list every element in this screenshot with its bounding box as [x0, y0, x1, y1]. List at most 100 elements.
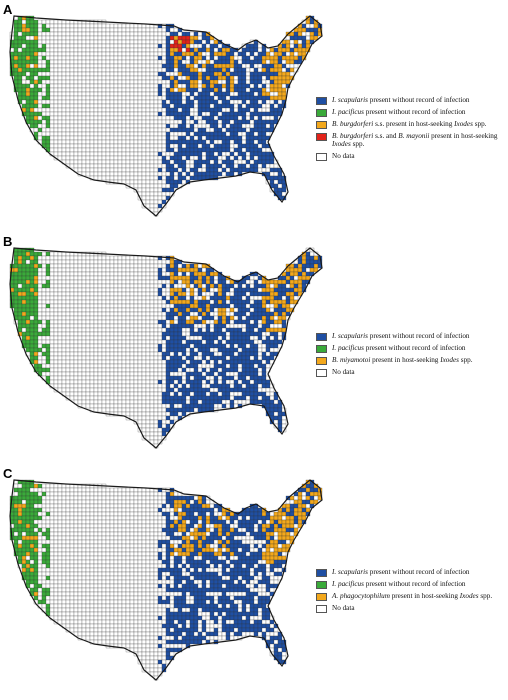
county-cell: [65, 283, 71, 289]
county-cell: [17, 323, 23, 329]
county-cell: [245, 291, 251, 297]
county-cell: [153, 167, 159, 173]
county-cell: [161, 351, 167, 357]
county-cell: [229, 343, 235, 349]
county-cell: [21, 295, 27, 301]
county-cell: [141, 427, 147, 433]
county-cell: [257, 135, 263, 141]
county-cell: [49, 63, 55, 69]
county-cell: [233, 111, 239, 117]
county-cell: [161, 291, 167, 297]
county-cell: [205, 403, 211, 409]
county-cell: [57, 327, 63, 333]
county-cell: [117, 39, 123, 45]
county-cell: [189, 163, 195, 169]
county-cell: [185, 391, 191, 397]
county-cell: [261, 399, 267, 405]
county-cell: [205, 87, 211, 93]
county-cell: [157, 363, 163, 369]
county-cell: [245, 79, 251, 85]
county-cell: [261, 55, 267, 61]
county-cell: [185, 147, 191, 153]
county-cell: [241, 131, 247, 137]
county-cell: [157, 51, 163, 57]
county-cell: [73, 131, 79, 137]
county-cell: [53, 43, 59, 49]
county-cell: [177, 279, 183, 285]
county-cell: [249, 63, 255, 69]
county-cell: [77, 379, 83, 385]
county-cell: [17, 51, 23, 57]
county-cell: [145, 363, 151, 369]
county-cell: [49, 323, 55, 329]
county-cell: [57, 31, 63, 37]
county-cell: [77, 115, 83, 121]
county-cell: [269, 103, 275, 109]
county-cell: [61, 59, 67, 65]
county-cell: [157, 275, 163, 281]
county-cell: [157, 127, 163, 133]
county-cell: [221, 279, 227, 285]
county-cell: [29, 31, 35, 37]
county-cell: [29, 67, 35, 73]
county-cell: [65, 83, 71, 89]
county-cell: [293, 35, 299, 41]
county-cell: [261, 83, 267, 89]
county-cell: [57, 335, 63, 341]
county-cell: [169, 287, 175, 293]
county-cell: [101, 383, 107, 389]
county-cell: [257, 51, 263, 57]
county-cell: [277, 311, 283, 317]
county-cell: [253, 75, 259, 81]
county-cell: [81, 143, 87, 149]
county-cell: [185, 87, 191, 93]
county-cell: [49, 283, 55, 289]
county-cell: [85, 107, 91, 113]
county-cell: [165, 175, 171, 181]
county-cell: [277, 99, 283, 105]
county-cell: [213, 55, 219, 61]
county-cell: [109, 31, 115, 37]
county-cell: [97, 39, 103, 45]
county-cell: [165, 163, 171, 169]
county-cell: [125, 403, 131, 409]
county-cell: [29, 339, 35, 345]
county-cell: [249, 67, 255, 73]
county-cell: [153, 207, 159, 213]
county-cell: [89, 19, 95, 25]
county-cell: [173, 295, 179, 301]
county-cell: [129, 131, 135, 137]
county-cell: [249, 363, 255, 369]
county-cell: [145, 347, 151, 353]
county-cell: [257, 315, 263, 321]
county-cell: [61, 27, 67, 33]
county-cell: [245, 155, 251, 161]
county-cell: [141, 139, 147, 145]
county-cell: [33, 31, 39, 37]
county-cell: [253, 367, 259, 373]
county-cell: [121, 151, 127, 157]
county-cell: [209, 359, 215, 365]
county-cell: [253, 151, 259, 157]
county-cell: [125, 255, 131, 261]
county-cell: [133, 103, 139, 109]
county-cell: [225, 315, 231, 321]
county-cell: [205, 319, 211, 325]
county-cell: [49, 115, 55, 121]
county-cell: [105, 127, 111, 133]
county-cell: [149, 107, 155, 113]
county-cell: [301, 23, 307, 29]
county-cell: [245, 375, 251, 381]
county-cell: [53, 343, 59, 349]
county-cell: [201, 143, 207, 149]
county-cell: [105, 123, 111, 129]
county-cell: [189, 83, 195, 89]
county-cell: [213, 371, 219, 377]
county-cell: [25, 63, 31, 69]
county-cell: [93, 111, 99, 117]
county-cell: [261, 371, 267, 377]
county-cell: [213, 83, 219, 89]
county-cell: [209, 323, 215, 329]
county-cell: [113, 31, 119, 37]
county-cell: [21, 95, 27, 101]
